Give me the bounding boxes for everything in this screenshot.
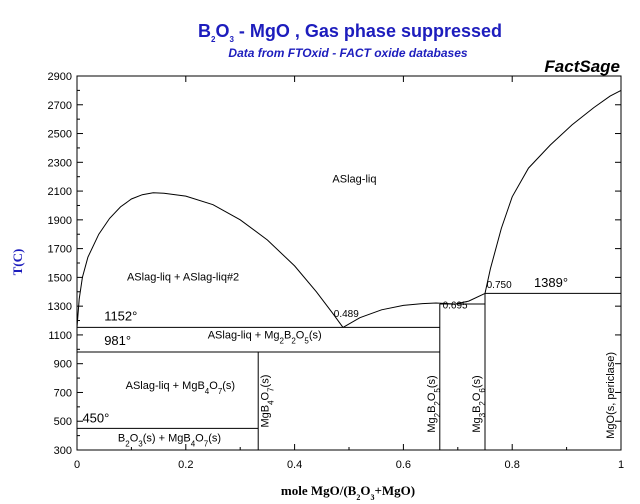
y-tick-label: 500	[54, 416, 72, 428]
x-tick-label: 0.2	[178, 459, 193, 471]
solid-phase-label: MgB4O7(s)	[259, 375, 275, 428]
y-tick-label: 2900	[48, 71, 72, 83]
y-tick-label: 900	[54, 359, 72, 371]
solid-phase-label: Mg2B2O5(s)	[426, 375, 442, 432]
phase-region-label: ASlag-liq + ASlag-liq#2	[127, 271, 239, 283]
y-tick-label: 1500	[48, 272, 72, 284]
invariant-composition-label: 0.695	[443, 300, 468, 311]
solid-phase-label: MgO(s, periclase)	[605, 352, 617, 439]
y-tick-label: 300	[54, 445, 72, 457]
y-axis-label: T(C)	[10, 249, 25, 276]
phase-boundary-1	[76, 192, 344, 328]
x-tick-label: 0	[74, 459, 80, 471]
plot-area	[76, 75, 622, 451]
phase-region-label: ASlag-liq	[332, 173, 376, 185]
y-tick-label: 2100	[48, 186, 72, 198]
phase-region-label: ASlag-liq + MgB4O7(s)	[126, 380, 235, 396]
phase-boundaries	[76, 89, 622, 450]
phase-boundary-3	[454, 292, 486, 305]
invariant-composition-label: 0.750	[487, 280, 512, 291]
chart-title: B2O3 - MgO , Gas phase suppressed	[198, 21, 502, 44]
phase-region-label: ASlag-liq + Mg2B2O5(s)	[208, 330, 322, 346]
factsage-brand: FactSage	[544, 57, 620, 76]
y-tick-label: 700	[54, 387, 72, 399]
x-tick-label: 0.4	[287, 459, 302, 471]
x-axis-label: mole MgO/(B2O3+MgO)	[281, 483, 415, 502]
invariant-composition-label: 0.489	[334, 309, 359, 320]
y-tick-label: 1100	[48, 330, 72, 342]
invariant-temperature-label: 450°	[82, 411, 109, 426]
phase-boundary-2	[342, 302, 456, 328]
x-tick-label: 0.8	[505, 459, 520, 471]
x-tick-label: 0.6	[396, 459, 411, 471]
x-axis-ticks: 0 0.2 0.4 0.6 0.8 1	[74, 76, 624, 471]
phase-boundary-4	[484, 89, 622, 294]
y-tick-label: 2500	[48, 129, 72, 141]
invariant-temperature-label: 1389°	[534, 275, 568, 290]
y-tick-label: 2700	[48, 100, 72, 112]
solid-phase-label: Mg3B2O6(s)	[471, 375, 487, 432]
x-tick-label: 1	[618, 459, 624, 471]
y-tick-label: 1900	[48, 215, 72, 227]
y-tick-label: 1700	[48, 244, 72, 256]
phase-labels: ASlag-liq ASlag-liq + ASlag-liq#2 ASlag-li…	[82, 173, 616, 447]
invariant-temperature-label: 1152°	[104, 309, 137, 324]
y-tick-label: 1300	[48, 301, 72, 313]
y-axis-ticks: 300 500 700 900 1100 1300 1500 1700 1900 2100 2300…	[48, 71, 621, 457]
y-tick-label: 2300	[48, 157, 72, 169]
invariant-temperature-label: 981°	[104, 333, 131, 348]
phase-region-label: B2O3(s) + MgB4O7(s)	[118, 432, 221, 448]
chart-subtitle: Data from FTOxid - FACT oxide databases	[228, 46, 467, 60]
